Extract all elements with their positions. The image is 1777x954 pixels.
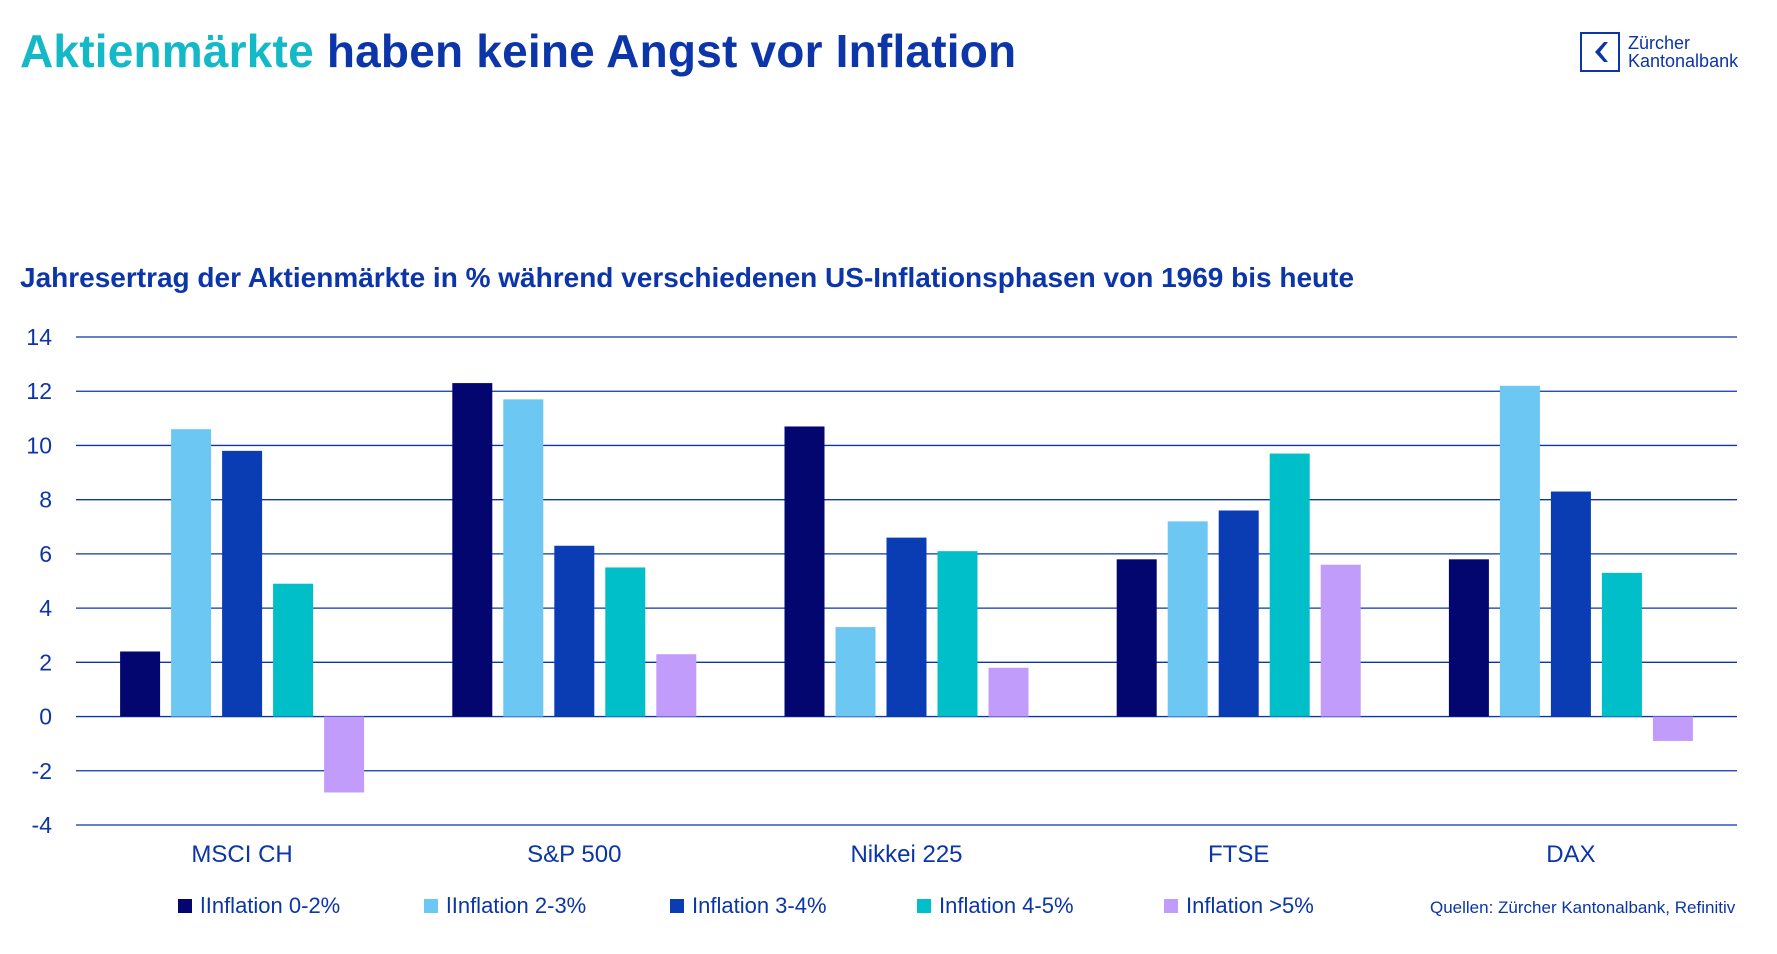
title-rest: haben keine Angst vor Inflation	[326, 25, 1017, 77]
bar	[120, 651, 161, 717]
source-note: Quellen: Zürcher Kantonalbank, Refinitiv	[1430, 898, 1736, 917]
y-tick-label: 2	[39, 649, 52, 675]
bar	[886, 537, 927, 717]
bar	[1320, 564, 1361, 717]
bar	[503, 399, 544, 717]
bar	[1550, 491, 1591, 717]
bar	[784, 426, 825, 717]
legend-item: Inflation 3-4%	[670, 893, 827, 919]
legend-label: ǀInflation 2-3%	[446, 893, 587, 918]
x-tick-label: Nikkei 225	[850, 841, 962, 868]
legend-swatch	[1164, 899, 1178, 913]
bar	[1116, 559, 1157, 717]
title-accent: Aktienmärkte	[20, 25, 314, 77]
legend-label: ǀInflation 0-2%	[200, 893, 341, 918]
y-tick-label: 0	[39, 704, 52, 730]
legend-item: ǀInflation 0-2%	[178, 893, 340, 919]
bar	[222, 450, 263, 717]
bar	[324, 716, 365, 793]
logo-text: Zürcher Kantonalbank	[1628, 34, 1738, 70]
legend-label: Inflation 3-4%	[692, 893, 827, 918]
logo-line-1: Zürcher	[1628, 33, 1691, 53]
zkb-logo-icon	[1580, 32, 1620, 72]
bar	[1218, 510, 1259, 717]
legend-item: ǀInflation 2-3%	[424, 893, 586, 919]
chart-legend: ǀInflation 0-2% ǀInflation 2-3% Inflation …	[0, 893, 1777, 927]
bar	[835, 627, 876, 717]
bar	[1269, 453, 1310, 717]
bar	[1448, 559, 1489, 717]
bar	[656, 654, 697, 717]
bar	[554, 545, 595, 717]
bar	[1167, 521, 1208, 717]
legend-swatch	[917, 899, 931, 913]
bar	[605, 567, 646, 717]
bar	[1652, 716, 1693, 741]
page-title: Aktienmärkte haben keine Angst vor Infla…	[20, 24, 1016, 78]
x-tick-label: MSCI CH	[191, 841, 292, 868]
bar	[988, 667, 1029, 717]
logo-line-2: Kantonalbank	[1628, 51, 1739, 71]
y-tick-label: 4	[39, 595, 52, 621]
legend-label: Inflation 4-5%	[939, 893, 1074, 918]
y-tick-label: -4	[32, 812, 53, 838]
y-tick-label: 10	[26, 432, 52, 458]
legend-item: Inflation >5%	[1164, 893, 1314, 919]
bar	[452, 383, 493, 717]
legend-label: Inflation >5%	[1186, 893, 1314, 918]
bar	[1499, 385, 1540, 717]
y-tick-label: 14	[26, 324, 52, 350]
logo: Zürcher Kantonalbank	[1580, 32, 1738, 72]
legend-swatch	[178, 899, 192, 913]
x-tick-label: DAX	[1546, 841, 1595, 868]
y-tick-label: -2	[32, 758, 52, 784]
bar	[273, 583, 314, 717]
chart-title: Jahresertrag der Aktienmärkte in % währe…	[20, 262, 1355, 293]
legend-item: Inflation 4-5%	[917, 893, 1074, 919]
y-tick-label: 6	[39, 541, 52, 567]
legend-swatch	[424, 899, 438, 913]
y-tick-label: 12	[26, 378, 52, 404]
y-tick-label: 8	[39, 487, 52, 513]
x-tick-label: S&P 500	[527, 841, 621, 868]
bar	[937, 551, 978, 717]
bar	[1601, 572, 1642, 717]
x-tick-label: FTSE	[1208, 841, 1269, 868]
legend-swatch	[670, 899, 684, 913]
bar	[171, 429, 212, 717]
